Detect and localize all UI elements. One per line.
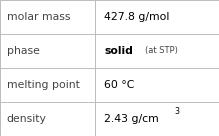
Text: phase: phase <box>7 46 39 56</box>
Text: 60 °C: 60 °C <box>104 80 134 90</box>
Text: (at STP): (at STP) <box>145 47 178 55</box>
Text: solid: solid <box>104 46 133 56</box>
Text: 427.8 g/mol: 427.8 g/mol <box>104 12 170 22</box>
Text: density: density <box>7 114 46 124</box>
Text: molar mass: molar mass <box>7 12 70 22</box>
Text: melting point: melting point <box>7 80 79 90</box>
Text: 2.43 g/cm: 2.43 g/cm <box>104 114 159 124</box>
Text: 3: 3 <box>175 107 180 116</box>
